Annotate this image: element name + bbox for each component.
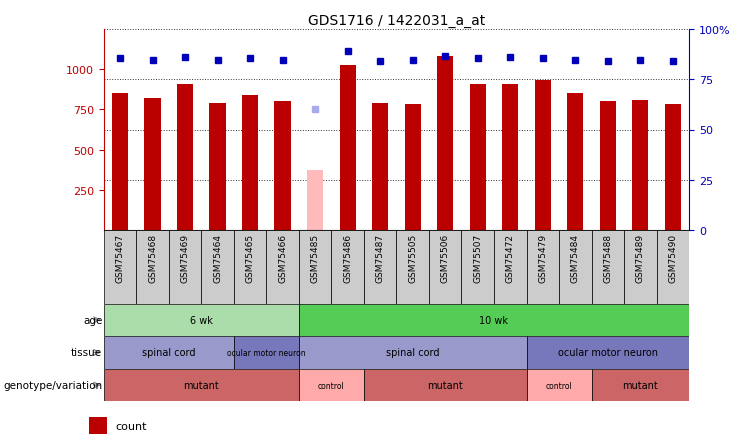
Bar xyxy=(462,230,494,304)
Text: control: control xyxy=(545,381,572,390)
Text: genotype/variation: genotype/variation xyxy=(3,380,102,390)
Text: GSM75469: GSM75469 xyxy=(181,233,190,283)
Bar xyxy=(177,85,193,230)
Bar xyxy=(299,336,527,369)
Bar xyxy=(599,102,616,230)
Text: age: age xyxy=(83,315,102,325)
Bar xyxy=(665,105,681,230)
Bar xyxy=(331,230,364,304)
Bar xyxy=(169,230,202,304)
Bar xyxy=(104,304,299,336)
Bar xyxy=(657,230,689,304)
Text: GSM75466: GSM75466 xyxy=(278,233,287,283)
Bar xyxy=(364,369,527,401)
Text: GSM75467: GSM75467 xyxy=(116,233,124,283)
Bar xyxy=(144,99,161,230)
Bar xyxy=(429,230,462,304)
Bar xyxy=(535,81,551,230)
Bar xyxy=(591,230,624,304)
Text: GSM75484: GSM75484 xyxy=(571,233,579,283)
Bar xyxy=(234,230,266,304)
Text: GSM75485: GSM75485 xyxy=(310,233,319,283)
Text: GSM75488: GSM75488 xyxy=(603,233,612,283)
Text: GSM75468: GSM75468 xyxy=(148,233,157,283)
Bar xyxy=(104,369,299,401)
Bar xyxy=(437,57,453,230)
Bar xyxy=(307,171,323,230)
Bar xyxy=(266,230,299,304)
Text: tissue: tissue xyxy=(71,348,102,358)
Bar xyxy=(299,230,331,304)
Bar xyxy=(405,105,421,230)
Bar xyxy=(339,66,356,230)
Text: mutant: mutant xyxy=(184,380,219,390)
Text: spinal cord: spinal cord xyxy=(386,348,439,358)
Bar xyxy=(527,369,591,401)
Text: GSM75464: GSM75464 xyxy=(213,233,222,283)
Title: GDS1716 / 1422031_a_at: GDS1716 / 1422031_a_at xyxy=(308,14,485,28)
Bar xyxy=(136,230,169,304)
Text: control: control xyxy=(318,381,345,390)
Text: GSM75490: GSM75490 xyxy=(668,233,677,283)
Bar xyxy=(372,104,388,230)
Bar xyxy=(632,101,648,230)
Bar xyxy=(234,336,299,369)
Bar xyxy=(210,104,226,230)
Text: GSM75506: GSM75506 xyxy=(441,233,450,283)
Bar xyxy=(624,230,657,304)
Bar xyxy=(364,230,396,304)
Bar xyxy=(242,96,258,230)
Bar xyxy=(567,93,583,230)
Bar xyxy=(89,417,107,434)
Bar xyxy=(299,304,689,336)
Bar xyxy=(202,230,234,304)
Bar xyxy=(104,230,136,304)
Bar xyxy=(527,230,559,304)
Text: GSM75505: GSM75505 xyxy=(408,233,417,283)
Text: GSM75486: GSM75486 xyxy=(343,233,352,283)
Text: 6 wk: 6 wk xyxy=(190,315,213,325)
Text: ocular motor neuron: ocular motor neuron xyxy=(227,348,305,357)
Bar xyxy=(299,369,364,401)
Bar xyxy=(396,230,429,304)
Text: 10 wk: 10 wk xyxy=(479,315,508,325)
Bar xyxy=(502,85,519,230)
Text: ocular motor neuron: ocular motor neuron xyxy=(558,348,658,358)
Text: GSM75489: GSM75489 xyxy=(636,233,645,283)
Text: GSM75472: GSM75472 xyxy=(506,233,515,283)
Bar xyxy=(112,93,128,230)
Bar xyxy=(274,102,290,230)
Text: GSM75479: GSM75479 xyxy=(538,233,548,283)
Text: mutant: mutant xyxy=(428,380,463,390)
Text: spinal cord: spinal cord xyxy=(142,348,196,358)
Text: GSM75487: GSM75487 xyxy=(376,233,385,283)
Text: mutant: mutant xyxy=(622,380,658,390)
Bar xyxy=(591,369,689,401)
Text: GSM75465: GSM75465 xyxy=(245,233,255,283)
Bar xyxy=(470,85,486,230)
Bar xyxy=(104,336,234,369)
Bar xyxy=(559,230,591,304)
Bar xyxy=(527,336,689,369)
Text: GSM75507: GSM75507 xyxy=(473,233,482,283)
Text: count: count xyxy=(116,421,147,431)
Bar xyxy=(494,230,527,304)
